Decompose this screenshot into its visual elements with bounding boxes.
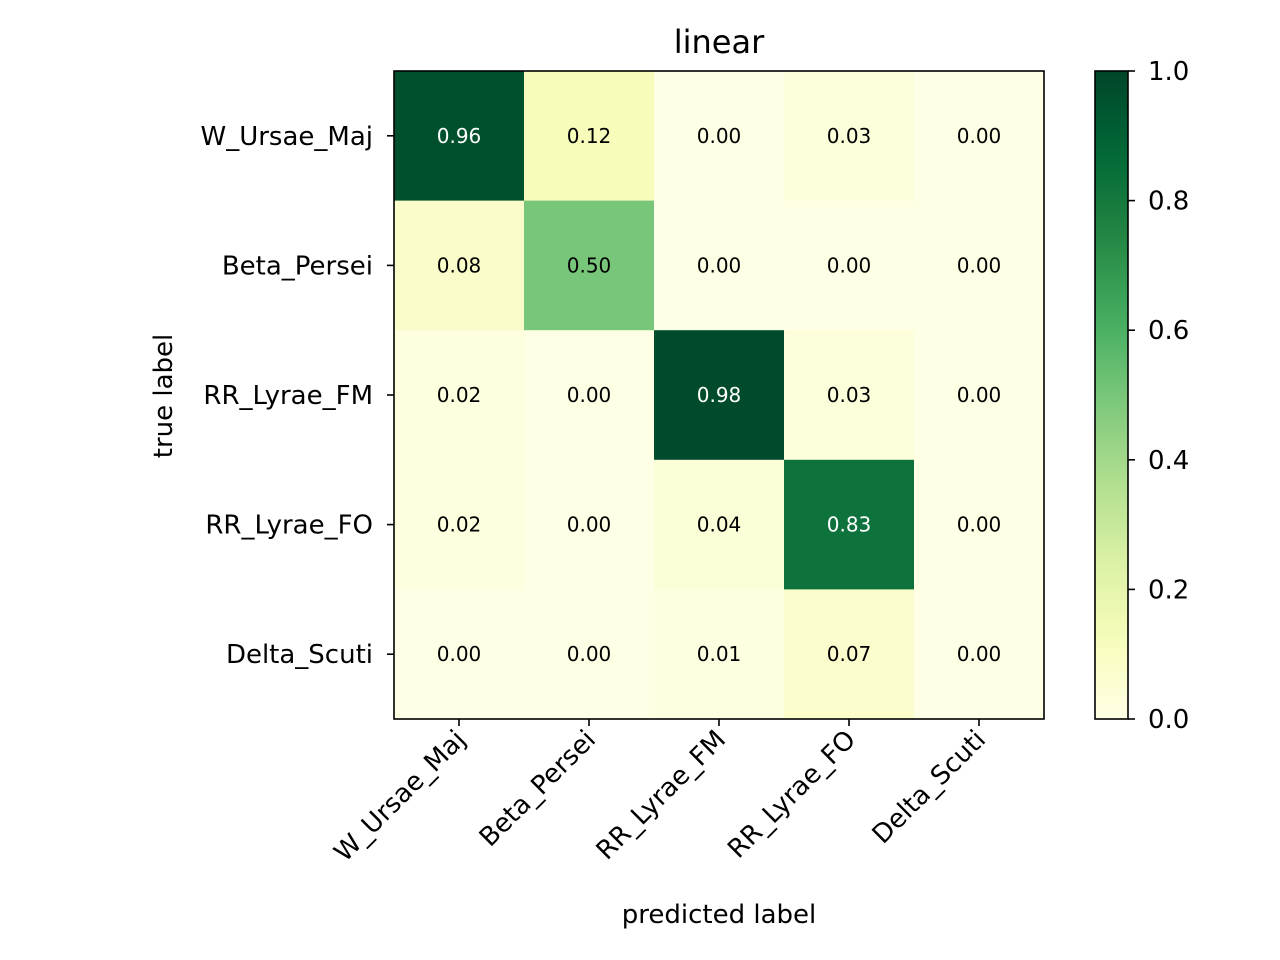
cell-value-label-2-3: 0.03 [827, 383, 872, 407]
cell-value-label-3-0: 0.02 [437, 513, 482, 537]
cell-value-label-1-3: 0.00 [827, 253, 872, 277]
heatmap-cell-4-2 [654, 589, 785, 720]
heatmap-cell-3-1 [524, 459, 655, 590]
cell-value-label-3-2: 0.04 [697, 513, 742, 537]
colorbar-tick-label: 0.6 [1148, 316, 1189, 346]
cell-value-label-4-4: 0.00 [957, 642, 1002, 666]
cell-value-label-3-4: 0.00 [957, 513, 1002, 537]
heatmap-cell-2-4 [914, 330, 1045, 461]
y-tick-label: Beta_Persei [222, 251, 373, 281]
heatmap-cell-1-2 [654, 200, 785, 331]
heatmap-cell-3-4 [914, 459, 1045, 590]
cell-value-label-1-4: 0.00 [957, 253, 1002, 277]
heatmap-cells [394, 71, 1045, 720]
colorbar-tick-label: 0.4 [1148, 446, 1189, 476]
x-tick-label: Delta_Scuti [867, 725, 992, 850]
heatmap-cell-1-3 [784, 200, 915, 331]
heatmap-cell-labels: 0.96 0.12 0.00 0.03 0.00 0.08 0.50 0.00 0.00 0.00… [437, 124, 1002, 666]
heatmap-cell-3-0 [394, 459, 525, 590]
heatmap-cell-4-1 [524, 589, 655, 720]
cell-value-label-1-2: 0.00 [697, 253, 742, 277]
heatmap-cell-4-0 [394, 589, 525, 720]
heatmap-cell-0-4 [914, 71, 1045, 202]
heatmap-cell-0-2 [654, 71, 785, 202]
heatmap-cell-1-0 [394, 200, 525, 331]
cell-value-label-0-4: 0.00 [957, 124, 1002, 148]
heatmap-cell-3-2 [654, 459, 785, 590]
cell-value-label-2-4: 0.00 [957, 383, 1002, 407]
heatmap-cell-0-1 [524, 71, 655, 202]
heatmap-cell-3-3 [784, 459, 915, 590]
x-axis-ticks: W_Ursae_Maj Beta_PerseiRR_Lyrae_FMRR_Lyra… [329, 719, 992, 868]
y-axis-label: true label [149, 334, 179, 459]
cell-value-label-0-1: 0.12 [567, 124, 612, 148]
heatmap-cell-4-4 [914, 589, 1045, 720]
heatmap-cell-0-3 [784, 71, 915, 202]
heatmap-cell-2-2 [654, 330, 785, 461]
cell-value-label-4-3: 0.07 [827, 642, 872, 666]
heatmap-cell-4-3 [784, 589, 915, 720]
y-tick-label: Delta_Scuti [226, 640, 373, 670]
chart-title: linear [674, 23, 765, 61]
cell-value-label-1-1: 0.50 [567, 253, 612, 277]
heatmap-cell-1-4 [914, 200, 1045, 331]
heatmap-cell-0-0 [394, 71, 525, 202]
y-axis-ticks: W_Ursae_Maj Beta_Persei RR_Lyrae_FM RR_Lyra… [201, 122, 394, 670]
heatmap-cell-1-1 [524, 200, 655, 331]
colorbar-tick-label: 1.0 [1148, 57, 1189, 87]
x-axis-label: predicted label [622, 900, 816, 930]
cell-value-label-2-2: 0.98 [697, 383, 742, 407]
cell-value-label-4-1: 0.00 [567, 642, 612, 666]
cell-value-label-3-3: 0.83 [827, 513, 872, 537]
x-tick-label: RR_Lyrae_FO [722, 725, 862, 865]
heatmap-cell-2-1 [524, 330, 655, 461]
x-tick-label: RR_Lyrae_FM [591, 725, 732, 866]
x-tick-label: W_Ursae_Maj [329, 725, 472, 868]
heatmap-cell-2-0 [394, 330, 525, 461]
cell-value-label-4-0: 0.00 [437, 642, 482, 666]
y-tick-label: RR_Lyrae_FM [203, 381, 373, 411]
cell-value-label-0-2: 0.00 [697, 124, 742, 148]
cell-value-label-2-0: 0.02 [437, 383, 482, 407]
y-tick-label: RR_Lyrae_FO [205, 511, 373, 541]
cell-value-label-3-1: 0.00 [567, 513, 612, 537]
heatmap-cell-2-3 [784, 330, 915, 461]
cell-value-label-2-1: 0.00 [567, 383, 612, 407]
colorbar-tick-label: 0.2 [1148, 575, 1189, 605]
cell-value-label-0-3: 0.03 [827, 124, 872, 148]
cell-value-label-0-0: 0.96 [437, 124, 482, 148]
cell-value-label-4-2: 0.01 [697, 642, 742, 666]
colorbar-ticks: 0.0 0.2 0.4 0.6 0.8 1.0 [1128, 57, 1189, 735]
colorbar [1094, 70, 1129, 720]
colorbar-tick-label: 0.0 [1148, 705, 1189, 735]
cell-value-label-1-0: 0.08 [437, 253, 482, 277]
y-tick-label: W_Ursae_Maj [201, 122, 374, 152]
colorbar-tick-label: 0.8 [1148, 187, 1189, 217]
x-tick-label: Beta_Persei [474, 725, 602, 853]
